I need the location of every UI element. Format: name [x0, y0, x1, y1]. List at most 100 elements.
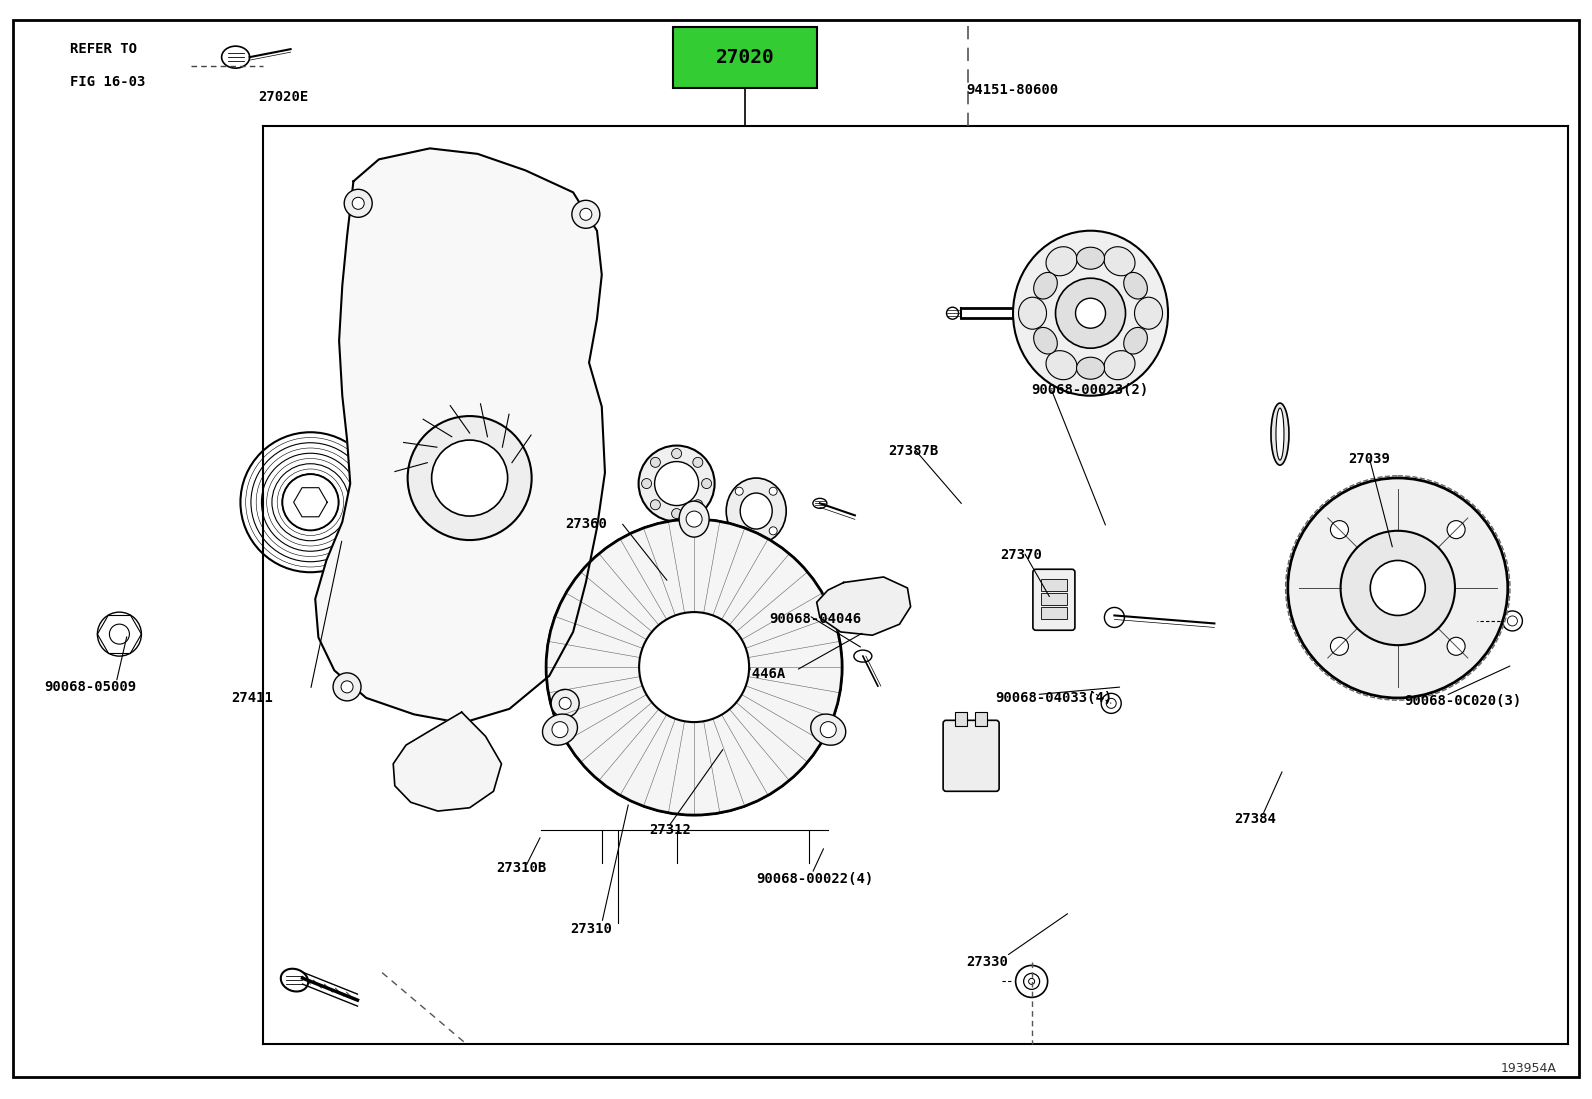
Ellipse shape: [1046, 351, 1078, 379]
Text: 90068-00023(2): 90068-00023(2): [1032, 384, 1149, 397]
Ellipse shape: [814, 498, 826, 509]
Ellipse shape: [740, 493, 772, 529]
Circle shape: [1288, 478, 1508, 698]
Circle shape: [1028, 978, 1035, 985]
Ellipse shape: [543, 714, 578, 745]
Circle shape: [1105, 608, 1124, 628]
Ellipse shape: [1124, 328, 1148, 354]
Circle shape: [282, 475, 339, 530]
Circle shape: [1340, 531, 1455, 645]
FancyBboxPatch shape: [955, 712, 966, 726]
Text: 27360: 27360: [565, 518, 607, 531]
Text: 27310: 27310: [570, 922, 611, 935]
Text: FIG 16-03: FIG 16-03: [70, 75, 145, 89]
Circle shape: [1102, 693, 1121, 713]
Circle shape: [579, 209, 592, 220]
Circle shape: [572, 200, 600, 229]
FancyBboxPatch shape: [976, 712, 987, 726]
Polygon shape: [817, 577, 911, 635]
Text: 27370: 27370: [1000, 548, 1041, 562]
Ellipse shape: [1103, 247, 1135, 276]
Circle shape: [408, 417, 532, 540]
Circle shape: [1016, 965, 1048, 998]
Text: 90068-05009: 90068-05009: [45, 680, 137, 693]
Ellipse shape: [1019, 297, 1046, 330]
Text: 27039: 27039: [1348, 453, 1390, 466]
Text: 90068-04046: 90068-04046: [769, 612, 861, 625]
Ellipse shape: [221, 46, 250, 68]
Polygon shape: [315, 148, 605, 723]
Circle shape: [686, 511, 702, 528]
Circle shape: [110, 624, 129, 644]
FancyBboxPatch shape: [942, 720, 1000, 791]
Circle shape: [672, 509, 681, 519]
Circle shape: [638, 445, 715, 522]
FancyBboxPatch shape: [1041, 593, 1067, 606]
Ellipse shape: [1135, 297, 1162, 330]
Ellipse shape: [810, 714, 845, 745]
Ellipse shape: [1033, 273, 1057, 299]
Circle shape: [651, 457, 661, 467]
Text: 90068-04033(4): 90068-04033(4): [995, 691, 1113, 704]
Circle shape: [654, 462, 699, 506]
Circle shape: [702, 478, 712, 489]
Ellipse shape: [1124, 273, 1148, 299]
Polygon shape: [393, 712, 501, 811]
Ellipse shape: [1275, 408, 1285, 460]
Ellipse shape: [1046, 247, 1078, 276]
Ellipse shape: [1076, 357, 1105, 379]
Circle shape: [638, 612, 750, 722]
Text: 27020: 27020: [716, 48, 774, 67]
Circle shape: [1055, 278, 1126, 348]
Circle shape: [1447, 637, 1465, 655]
FancyBboxPatch shape: [1041, 608, 1067, 619]
Circle shape: [341, 681, 353, 692]
Ellipse shape: [1270, 403, 1290, 465]
Ellipse shape: [1013, 231, 1169, 396]
Circle shape: [431, 440, 508, 517]
Circle shape: [820, 722, 836, 737]
Text: 27387B: 27387B: [888, 444, 939, 457]
Circle shape: [736, 526, 743, 535]
Circle shape: [736, 487, 743, 496]
Circle shape: [551, 689, 579, 718]
Circle shape: [352, 198, 365, 209]
Text: 27312: 27312: [650, 823, 691, 836]
Ellipse shape: [1076, 247, 1105, 269]
Circle shape: [651, 500, 661, 510]
Circle shape: [559, 698, 572, 709]
FancyBboxPatch shape: [673, 27, 817, 88]
Circle shape: [1447, 521, 1465, 539]
Text: 90068-0C020(3): 90068-0C020(3): [1404, 695, 1522, 708]
Text: 27446A: 27446A: [736, 667, 786, 680]
Ellipse shape: [853, 651, 872, 662]
Ellipse shape: [726, 478, 786, 544]
Circle shape: [1076, 298, 1105, 329]
Circle shape: [856, 600, 872, 615]
Circle shape: [769, 526, 777, 535]
Text: 90068-00022(4): 90068-00022(4): [756, 873, 874, 886]
Circle shape: [344, 189, 373, 218]
Circle shape: [1331, 521, 1348, 539]
Circle shape: [333, 673, 361, 701]
Text: 27330: 27330: [966, 955, 1008, 968]
Circle shape: [1371, 560, 1425, 615]
Circle shape: [693, 500, 702, 510]
Circle shape: [97, 612, 142, 656]
Circle shape: [642, 478, 651, 489]
Ellipse shape: [280, 968, 309, 991]
Circle shape: [1503, 611, 1522, 631]
Ellipse shape: [1033, 328, 1057, 354]
Circle shape: [1106, 698, 1116, 709]
Text: 27411: 27411: [231, 691, 272, 704]
FancyBboxPatch shape: [1033, 569, 1075, 630]
Circle shape: [546, 519, 842, 815]
Circle shape: [693, 457, 702, 467]
Ellipse shape: [1103, 351, 1135, 379]
Text: 193954A: 193954A: [1501, 1062, 1557, 1075]
Text: 94151-80600: 94151-80600: [966, 84, 1059, 97]
Text: 27384: 27384: [1234, 812, 1275, 825]
Circle shape: [769, 487, 777, 496]
Circle shape: [1508, 615, 1517, 626]
Ellipse shape: [947, 308, 958, 319]
